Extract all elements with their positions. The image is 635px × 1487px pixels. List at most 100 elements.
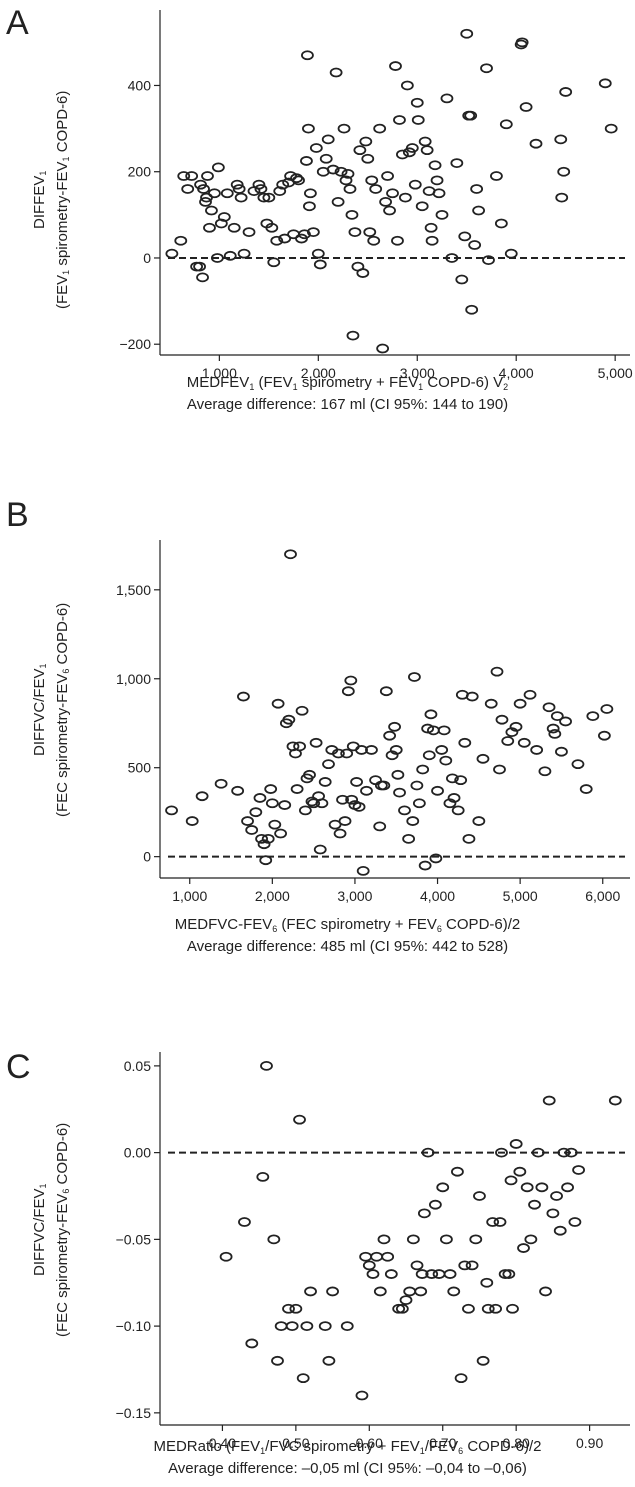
x-tick-label: 0.70 xyxy=(429,1435,456,1451)
data-point xyxy=(393,787,406,798)
data-point xyxy=(604,123,618,134)
data-point xyxy=(490,666,504,677)
data-point xyxy=(495,714,509,725)
data-point xyxy=(393,115,406,125)
data-point xyxy=(267,257,281,268)
data-point xyxy=(359,1251,373,1262)
data-point xyxy=(484,698,498,709)
data-point xyxy=(472,205,486,216)
data-point xyxy=(340,1321,354,1332)
data-point xyxy=(493,1217,507,1227)
data-point xyxy=(214,218,228,229)
y-tick-label: 0 xyxy=(143,250,151,266)
data-point xyxy=(465,1260,479,1271)
data-point xyxy=(415,201,429,212)
data-point xyxy=(538,766,552,777)
data-point xyxy=(265,222,279,233)
y-tick-label: 0 xyxy=(143,849,151,865)
data-point xyxy=(203,222,216,233)
data-point xyxy=(245,825,259,835)
chart-subtitle: Average difference: –0,05 ml (CI 95%: –0… xyxy=(168,1460,527,1477)
data-point xyxy=(352,801,366,812)
data-point xyxy=(346,330,360,341)
data-point xyxy=(486,1217,500,1227)
data-point xyxy=(165,805,178,816)
data-point xyxy=(261,833,275,844)
data-point xyxy=(252,179,266,190)
x-axis-label: MEDFVC-FEV6 (FEC spirometry + FEV6 COPD-… xyxy=(174,916,521,934)
x-tick-label: 1,000 xyxy=(202,365,237,381)
data-point xyxy=(447,793,461,803)
data-point xyxy=(476,753,490,764)
data-point xyxy=(296,1373,310,1384)
data-point xyxy=(293,1114,306,1125)
data-point xyxy=(598,78,612,89)
x-axis-label: MEDRatio (FEV1/FVC spirometry + FEV1/FEV… xyxy=(153,1438,542,1456)
data-point xyxy=(376,343,390,354)
data-point xyxy=(410,780,424,791)
data-point xyxy=(421,723,435,734)
data-point xyxy=(435,209,449,220)
data-point xyxy=(462,1303,475,1314)
data-point xyxy=(437,725,451,736)
data-point xyxy=(440,1234,453,1245)
data-point xyxy=(365,745,378,755)
data-point xyxy=(257,839,271,850)
data-point xyxy=(542,1095,556,1106)
data-point xyxy=(185,171,199,181)
data-point xyxy=(321,134,335,145)
data-point xyxy=(451,1166,464,1177)
data-point xyxy=(542,702,556,713)
data-point xyxy=(546,1208,560,1219)
data-point xyxy=(337,123,351,134)
data-point xyxy=(414,1286,428,1297)
data-point xyxy=(298,229,311,240)
data-point xyxy=(422,750,436,761)
x-tick-label: 1,000 xyxy=(172,888,207,904)
data-point xyxy=(348,227,362,237)
data-point xyxy=(535,1182,549,1193)
data-point xyxy=(199,197,212,207)
data-point xyxy=(292,175,305,186)
data-point xyxy=(223,250,237,261)
data-point xyxy=(257,192,271,203)
data-point xyxy=(495,1147,508,1158)
data-point xyxy=(451,805,465,816)
data-point xyxy=(403,1286,417,1297)
data-point xyxy=(237,248,251,259)
data-point xyxy=(373,1286,387,1297)
data-point xyxy=(205,205,218,216)
x-tick-label: 3,000 xyxy=(337,888,372,904)
panel-label: B xyxy=(6,496,29,534)
data-point xyxy=(406,816,420,826)
y-tick-label: 500 xyxy=(128,760,152,776)
data-point xyxy=(548,729,562,739)
data-point xyxy=(458,1260,472,1271)
data-point xyxy=(268,819,282,830)
data-point xyxy=(481,1303,495,1314)
data-point xyxy=(341,686,355,697)
data-point xyxy=(555,192,569,203)
x-tick-label: 2,000 xyxy=(255,888,290,904)
data-point xyxy=(517,737,531,748)
data-point xyxy=(519,102,533,112)
data-point xyxy=(274,1321,288,1332)
data-point xyxy=(600,704,614,714)
data-point xyxy=(529,138,543,149)
data-point xyxy=(431,785,444,796)
data-point xyxy=(428,160,442,171)
panel-a: A DIFFEV1 (FEV1 spirometry-FEV1 COPD-6) … xyxy=(0,0,635,470)
data-point xyxy=(410,1260,424,1271)
data-point xyxy=(445,253,459,263)
panel-c: C DIFFVC/FEV1 (FEC spirometry-FEV6 COPD-… xyxy=(0,1020,635,1487)
data-point xyxy=(458,737,472,748)
data-point xyxy=(402,833,416,844)
data-point xyxy=(389,745,403,755)
data-point xyxy=(227,222,241,233)
chart-subtitle: Average difference: 167 ml (CI 95%: 144 … xyxy=(186,396,509,413)
data-point xyxy=(341,168,355,179)
data-point xyxy=(334,166,348,177)
data-point xyxy=(333,828,347,839)
y-tick-label: −0.05 xyxy=(116,1231,152,1247)
data-point xyxy=(271,698,285,709)
